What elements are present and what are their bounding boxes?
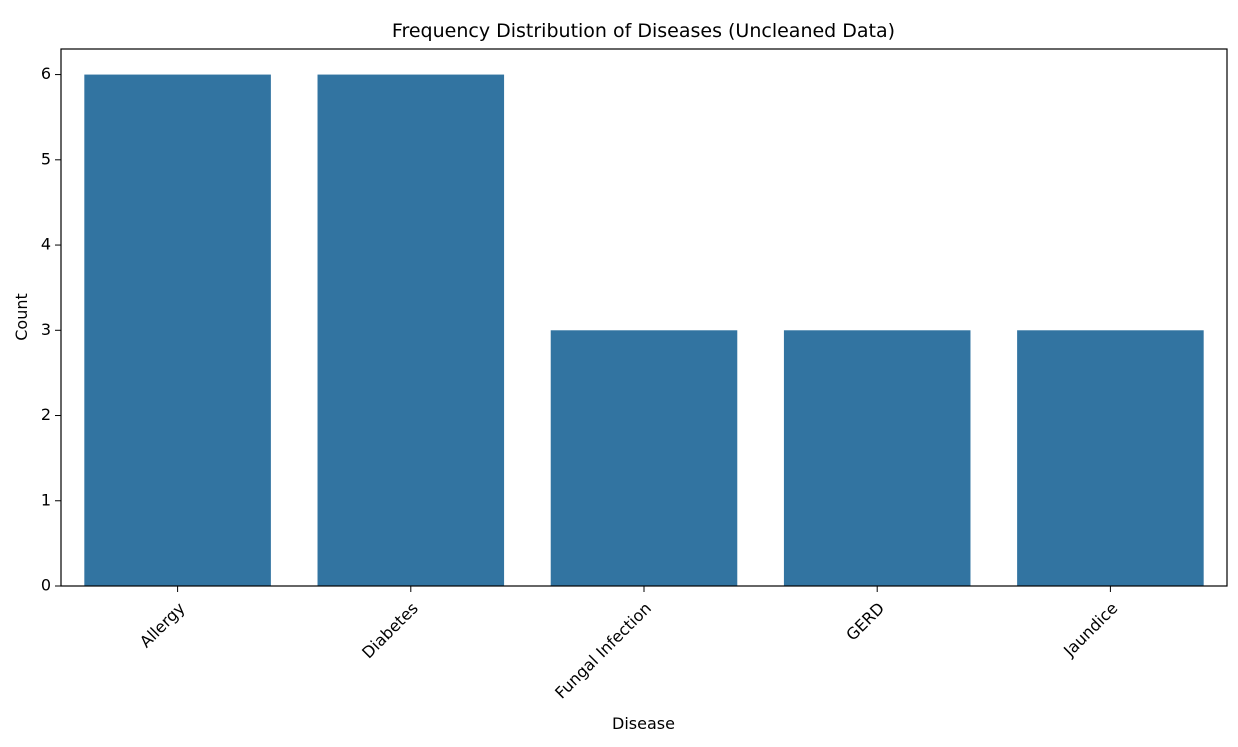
- y-tick-label: 2: [41, 405, 51, 424]
- y-axis-ticks: 0 1 2 3 4 5 6: [41, 64, 61, 595]
- bar-fungal-infection: [550, 330, 738, 586]
- y-tick-label: 6: [41, 64, 51, 83]
- bar-allergy: [84, 74, 271, 587]
- y-tick-label: 1: [41, 490, 51, 509]
- y-tick-label: 3: [41, 320, 51, 339]
- bar-diabetes: [317, 74, 505, 587]
- y-tick-label: 0: [41, 576, 51, 595]
- y-tick-label: 4: [41, 235, 51, 254]
- bar-gerd: [783, 330, 971, 586]
- bars-group: [84, 74, 1204, 587]
- y-axis-label: Count: [12, 293, 31, 341]
- plot-frame: [60, 48, 1228, 587]
- chart-title: Frequency Distribution of Diseases (Uncl…: [392, 20, 895, 42]
- y-tick-label: 5: [41, 149, 51, 168]
- x-axis-label: Disease: [612, 714, 675, 733]
- bar-jaundice: [1017, 330, 1204, 586]
